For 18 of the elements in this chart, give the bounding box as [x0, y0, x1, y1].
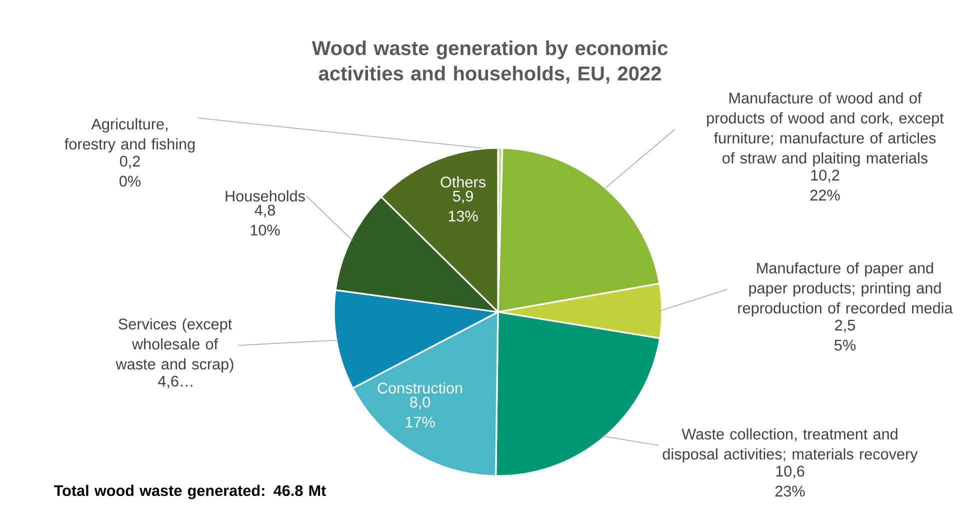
data-label: 5,9 13% — [448, 190, 478, 222]
data-label: 4,6… — [158, 376, 192, 388]
slice-label: Waste collection, treatment and disposal activities; materials recovery — [662, 428, 918, 463]
text: Total wood waste generated: 46.8 Mt — [54, 484, 326, 500]
slice-label: Households — [226, 190, 305, 202]
data-label: 0,2 0% — [120, 156, 141, 187]
data-label: 10,6 23% — [775, 466, 805, 497]
data-label: 8,0 17% — [406, 396, 435, 428]
data-label: 10,2 22% — [810, 170, 840, 201]
slice-label: Manufacture of paper and paper products; printing and reproduction of recorded media — [738, 262, 953, 317]
data-label: 4,8 10% — [250, 204, 280, 236]
slice-label: Others — [440, 176, 486, 188]
slice-label: Services (except wholesale of waste and scrap) — [116, 318, 234, 373]
slice-label: Agriculture, forestry and fishing — [64, 118, 195, 153]
data-label: 2,5 5% — [834, 320, 856, 351]
slice-label: Manufacture of wood and of products of wood and cork, except furniture; manufacture of articles of straw and plaiting materials — [707, 92, 944, 167]
slice-label: Construction — [378, 382, 462, 394]
chart-title: Wood waste generation by economic activities and households, EU, 2022 — [312, 40, 668, 84]
